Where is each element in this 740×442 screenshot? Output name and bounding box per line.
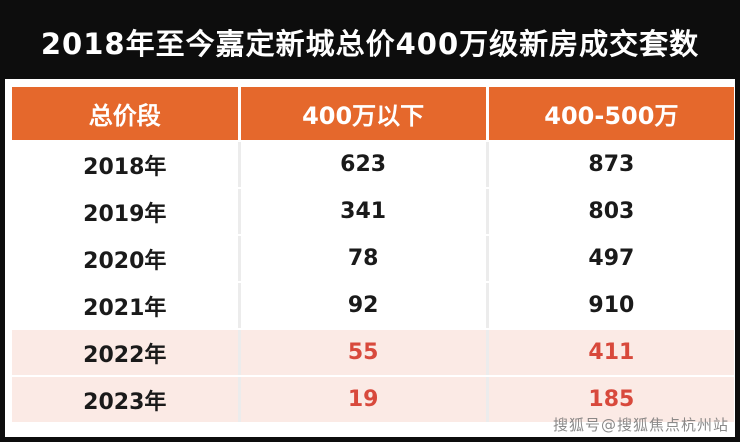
header-cell-below-400: 400万以下 [240, 87, 486, 140]
header-cell-400-500: 400-500万 [488, 87, 734, 140]
year-cell: 2019年 [12, 189, 238, 234]
value-cell: 623 [240, 142, 486, 187]
table-row-2022: 2022年 55 411 [12, 330, 734, 375]
year-cell: 2021年 [12, 283, 238, 328]
page-title: 2018年至今嘉定新城总价400万级新房成交套数 [40, 27, 700, 61]
value-cell: 55 [240, 330, 486, 375]
table-row-2020: 2020年 78 497 [12, 236, 734, 281]
value-cell: 92 [240, 283, 486, 328]
value-cell: 411 [488, 330, 734, 375]
table-row-2023: 2023年 19 185 [12, 377, 734, 422]
year-cell: 2023年 [12, 377, 238, 422]
value-cell: 803 [488, 189, 734, 234]
table-row-2019: 2019年 341 803 [12, 189, 734, 234]
header-cell-price-range: 总价段 [12, 87, 238, 140]
title-bar: 2018年至今嘉定新城总价400万级新房成交套数 [5, 5, 735, 79]
table-header-row: 总价段 400万以下 400-500万 [12, 87, 734, 140]
year-cell: 2018年 [12, 142, 238, 187]
value-cell: 497 [488, 236, 734, 281]
price-table: 总价段 400万以下 400-500万 2018年 623 873 2019年 … [12, 87, 734, 422]
value-cell: 185 [488, 377, 734, 422]
value-cell: 19 [240, 377, 486, 422]
table-row-2021: 2021年 92 910 [12, 283, 734, 328]
year-cell: 2020年 [12, 236, 238, 281]
value-cell: 910 [488, 283, 734, 328]
value-cell: 78 [240, 236, 486, 281]
table-row-2018: 2018年 623 873 [12, 142, 734, 187]
year-cell: 2022年 [12, 330, 238, 375]
value-cell: 873 [488, 142, 734, 187]
value-cell: 341 [240, 189, 486, 234]
